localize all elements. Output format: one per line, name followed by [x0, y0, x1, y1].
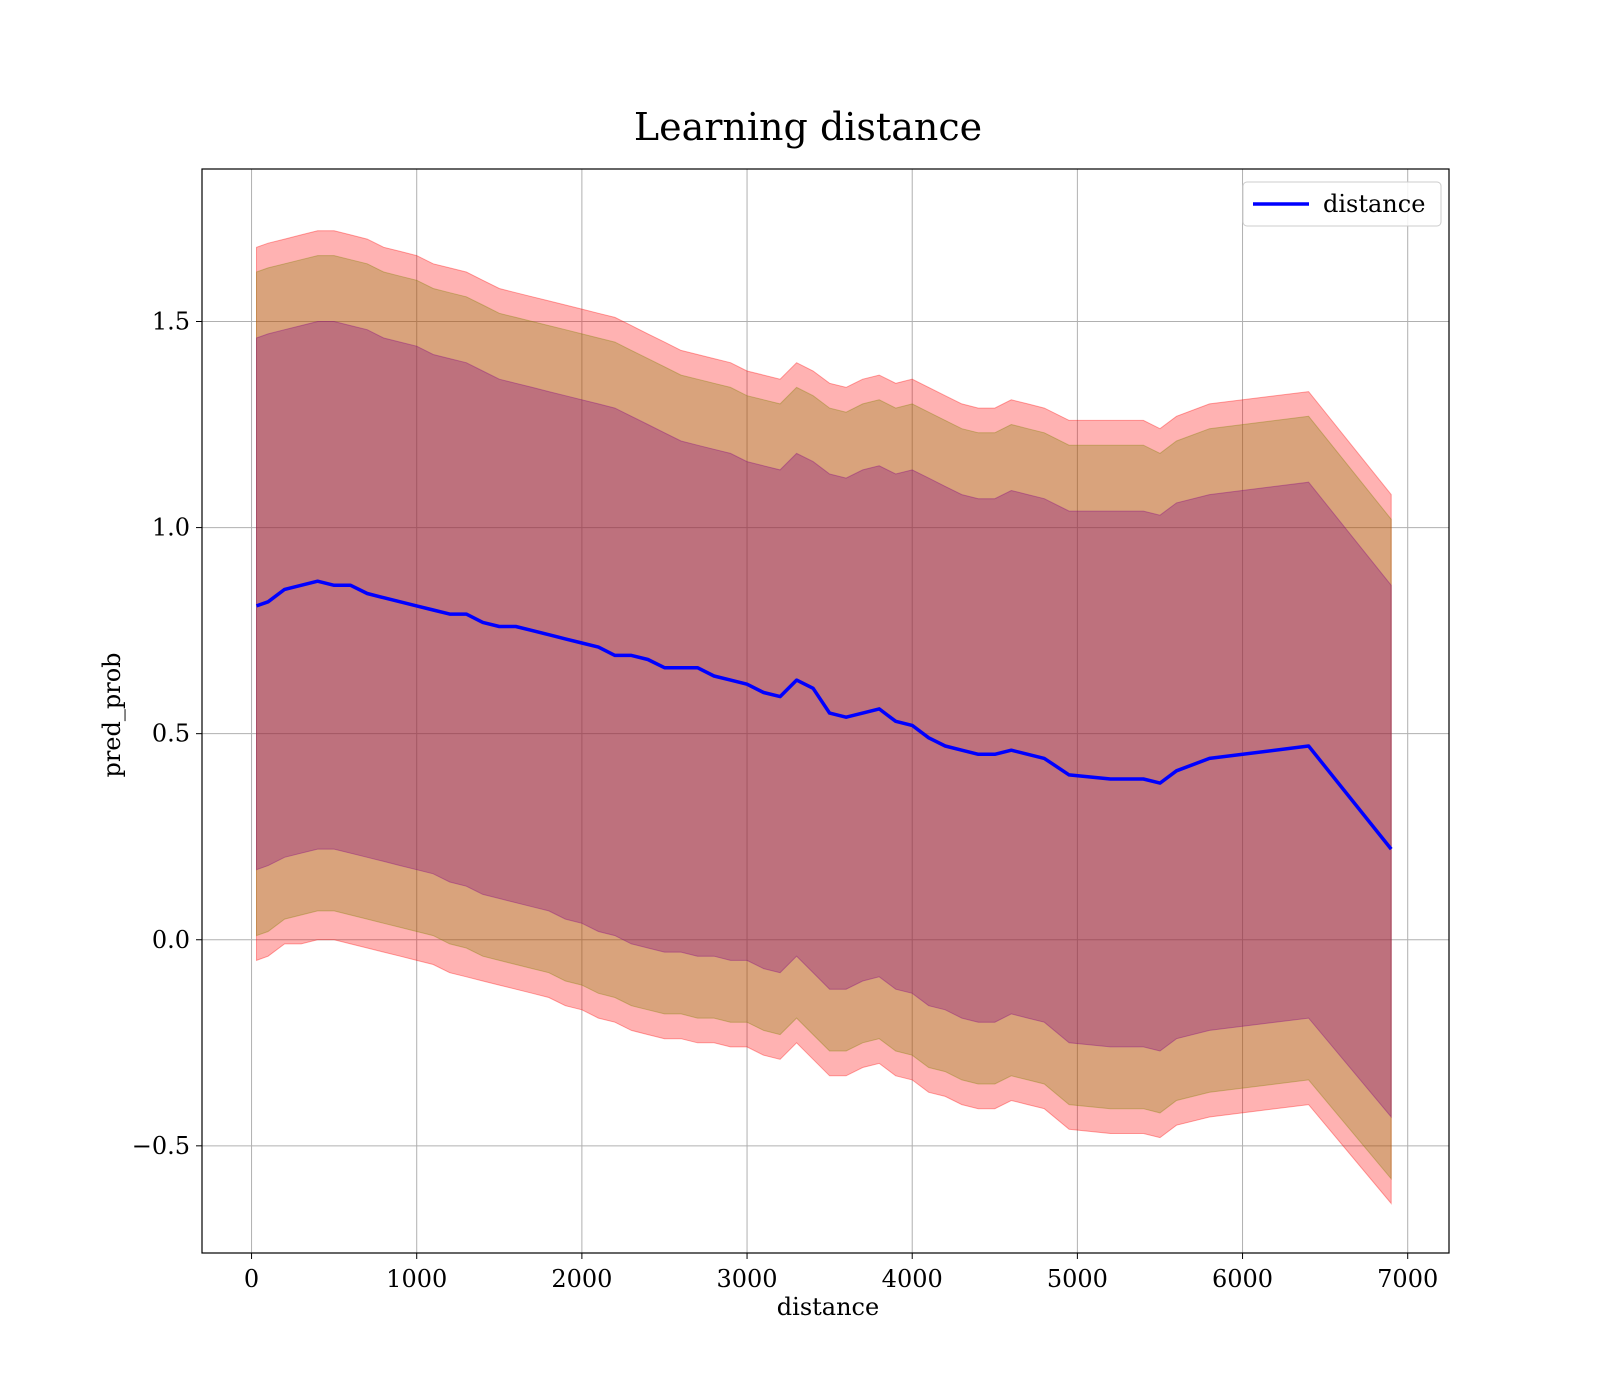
band-middle [256, 255, 1392, 1181]
x-tick-label-6: 6000 [1212, 1265, 1273, 1293]
y-tick-label-3: 1.0 [152, 514, 190, 542]
x-tick-label-5: 5000 [1047, 1265, 1108, 1293]
y-tick-label-4: 1.5 [152, 308, 190, 336]
band-inner [256, 321, 1392, 1119]
band-outer [256, 230, 1392, 1205]
x-tick-label-3: 3000 [717, 1265, 778, 1293]
plot-area-frame [201, 168, 1450, 1254]
y-tick-label-0: −0.5 [132, 1132, 190, 1160]
y-tick-label-2: 0.5 [152, 720, 190, 748]
series-line-distance [255, 579, 1393, 851]
y-axis-ticks: −0.5 0.0 0.5 1.0 1.5 [132, 308, 202, 1160]
x-tick-label-2: 2000 [551, 1265, 612, 1293]
x-tick-label-7: 7000 [1377, 1265, 1438, 1293]
legend-box [1242, 181, 1442, 227]
legend-label-distance: distance [1323, 190, 1425, 218]
x-tick-label-4: 4000 [882, 1265, 943, 1293]
y-tick-label-1: 0.0 [152, 926, 190, 954]
x-axis-label: distance [777, 1293, 879, 1321]
y-axis-label: pred_prob [98, 652, 126, 777]
confidence-bands [256, 230, 1392, 1205]
x-tick-label-1: 1000 [386, 1265, 447, 1293]
chart-title: Learning distance [634, 105, 982, 149]
x-axis-ticks: 0 1000 2000 3000 4000 5000 6000 7000 [244, 1253, 1438, 1293]
series-lines [255, 579, 1393, 851]
x-tick-label-0: 0 [244, 1265, 259, 1293]
grid [202, 169, 1449, 1253]
legend: distance [1242, 181, 1442, 227]
